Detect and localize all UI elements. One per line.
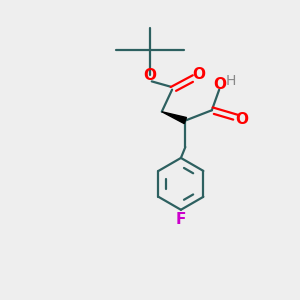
Text: F: F — [176, 212, 186, 227]
Polygon shape — [162, 112, 187, 124]
Text: H: H — [225, 74, 236, 88]
Text: O: O — [235, 112, 248, 127]
Text: O: O — [213, 77, 226, 92]
Text: O: O — [143, 68, 156, 83]
Text: O: O — [192, 68, 205, 82]
